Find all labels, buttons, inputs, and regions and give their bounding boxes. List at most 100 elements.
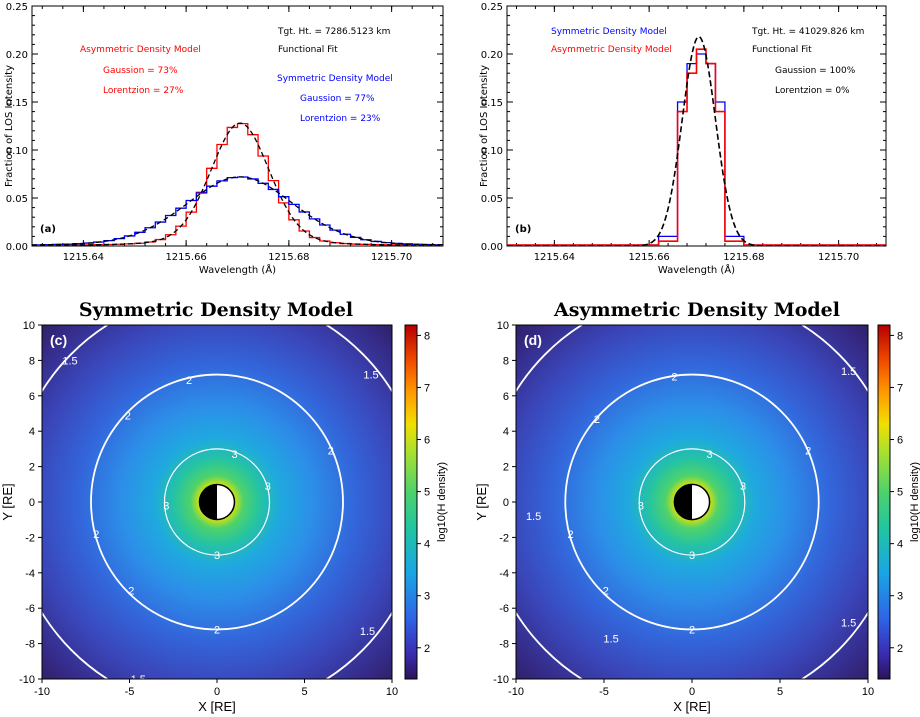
blue-histogram: [507, 53, 886, 246]
x-axis-label: X [RE]: [198, 699, 236, 714]
legend-symmetric: Symmetric Density Model: [551, 27, 667, 37]
y-tick-label: 6: [503, 391, 509, 403]
y-tick-label: 0.05: [6, 194, 28, 205]
colorbar-tick-label: 2: [424, 643, 430, 655]
fit-dashed-line: [32, 122, 443, 246]
colorbar-tick-label: 5: [897, 487, 903, 499]
colorbar: [404, 324, 418, 680]
colorbar-tick-label: 6: [897, 435, 903, 447]
x-tick-label: 0: [689, 686, 695, 698]
target-height: Tgt. Ht. = 7286.5123 km: [277, 27, 390, 37]
y-tick-label: 4: [503, 426, 509, 438]
x-tick-label: 1215.68: [723, 252, 764, 263]
legend-asymmetric: Asymmetric Density Model: [80, 45, 201, 55]
contour-label: 3: [231, 449, 237, 461]
y-tick-label: 0.00: [481, 242, 503, 253]
x-tick-label: 1215.70: [818, 252, 859, 263]
colorbar-tick-label: 8: [424, 330, 430, 342]
y-tick-label: 6: [29, 391, 35, 403]
contour-2: [564, 373, 820, 631]
contour-2: [90, 373, 344, 631]
contour-label: 1.5: [131, 674, 146, 686]
y-tick-label: 8: [503, 355, 509, 367]
contour-label: 3: [163, 501, 169, 513]
y-tick-label: -4: [499, 568, 509, 580]
panel-label: (d): [524, 332, 542, 348]
colorbar-tick-label: 8: [897, 330, 903, 342]
colorbar: [877, 324, 891, 680]
x-tick-label: 1215.70: [371, 252, 412, 263]
y-tick-label: 2: [503, 462, 509, 474]
blue-histogram: [32, 176, 443, 246]
contour-label: 2: [125, 410, 131, 422]
fit-gaussian: Gaussion = 100%: [775, 66, 856, 76]
fit-dashed-line: [32, 176, 443, 246]
functional-fit-label: Functional Fit: [278, 45, 338, 55]
contour-label: 2: [93, 529, 99, 541]
panel-title: Asymmetric Density Model: [553, 299, 840, 321]
colorbar-tick-label: 7: [424, 382, 430, 394]
red-histogram: [507, 48, 886, 246]
y-axis-label: Fraction of LOS Intensity: [4, 65, 15, 187]
y-tick-label: -6: [25, 603, 35, 615]
asym-gaussian: Gaussion = 73%: [103, 66, 178, 76]
y-tick-label: 10: [23, 320, 35, 332]
plot-area: [32, 122, 443, 246]
y-tick-label: 4: [29, 426, 35, 438]
contour-label: 1.5: [62, 355, 77, 367]
plot-area: [507, 35, 886, 246]
panel-label: (b): [515, 224, 531, 235]
contour-label: 2: [128, 586, 134, 598]
contour-label: 2: [567, 529, 573, 541]
legend-symmetric: Symmetric Density Model: [277, 74, 393, 84]
y-axis-label: Y [RE]: [474, 483, 489, 520]
y-tick-label: 0.15: [481, 98, 503, 109]
colorbar-tick-label: 3: [424, 591, 430, 603]
x-tick-label: -10: [508, 686, 524, 698]
contour-label: 2: [603, 586, 609, 598]
earth-night-side-icon: [674, 484, 692, 520]
contour-label: 3: [638, 501, 644, 513]
panel-label: (a): [40, 224, 56, 235]
y-tick-label: -10: [493, 674, 509, 686]
y-tick-label: -8: [499, 639, 509, 651]
y-tick-label: -8: [25, 639, 35, 651]
panel-c: Symmetric Density Model 3 3 3 3 2 2 2 2 2 2 1.5 1.5 1…: [0, 299, 448, 714]
contour-label: 1.5: [841, 617, 856, 629]
y-tick-label: 0: [29, 497, 35, 509]
x-tick-label: 1215.64: [534, 252, 575, 263]
y-tick-label: 10: [497, 320, 509, 332]
contour-label: 1.5: [603, 633, 618, 645]
contour-3: [163, 448, 271, 556]
y-tick-label: 0.10: [481, 146, 503, 157]
colorbar-tick-label: 4: [424, 539, 430, 551]
colorbar-label: log10(H density): [436, 462, 448, 542]
fit-lorentzian: Lorentzion = 0%: [775, 86, 850, 96]
panel-d: Asymmetric Density Model 3 3 3 3 2 2 2 2 2 2 1.5 1.5…: [474, 299, 920, 714]
x-tick-label: -5: [125, 686, 135, 698]
panel-title: Symmetric Density Model: [79, 299, 353, 321]
map-area: 3 3 3 3 2 2 2 2 2 2 1.5 1.5 1.5 1.5: [516, 325, 868, 679]
colorbar-tick-label: 5: [424, 487, 430, 499]
colorbar-tick-label: 7: [897, 382, 903, 394]
y-axis-label: Fraction of LOS Intensity: [479, 65, 490, 187]
y-tick-label: 0: [503, 497, 509, 509]
y-tick-label: -2: [499, 532, 509, 544]
contour-label: 2: [328, 446, 334, 458]
contour-label: 1.5: [841, 366, 856, 378]
contour-label: 1.5: [360, 626, 375, 638]
earth-night-side-icon: [199, 484, 217, 520]
legend-asymmetric: Asymmetric Density Model: [551, 45, 672, 55]
panel-b: 0.00 0.05 0.10 0.15 0.20 0.25 1215.64 1215.66 12…: [479, 2, 887, 276]
colorbar-label: log10(H density): [909, 462, 920, 542]
y-tick-label: -4: [25, 568, 35, 580]
contour-label: 2: [214, 624, 220, 636]
functional-fit-label: Functional Fit: [752, 45, 812, 55]
fit-dashed-line: [507, 35, 886, 246]
map-area: 3 3 3 3 2 2 2 2 2 2 1.5 1.5 1.5 1.5: [42, 325, 392, 686]
y-tick-label: 0.20: [481, 50, 503, 61]
y-tick-label: 0.10: [6, 146, 28, 157]
x-axis-label: X [RE]: [673, 699, 711, 714]
panel-a: 0.00 0.05 0.10 0.15 0.20 0.25 1215.64 1215.66 12…: [4, 2, 444, 276]
